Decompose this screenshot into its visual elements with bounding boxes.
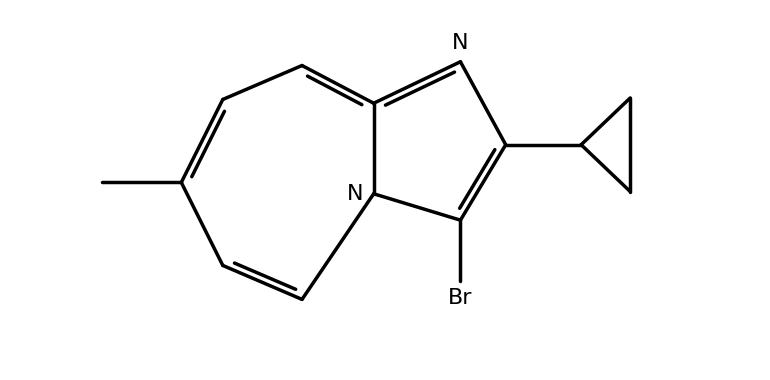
Text: N: N xyxy=(452,33,469,53)
Text: Br: Br xyxy=(448,288,473,308)
Text: N: N xyxy=(346,184,363,204)
